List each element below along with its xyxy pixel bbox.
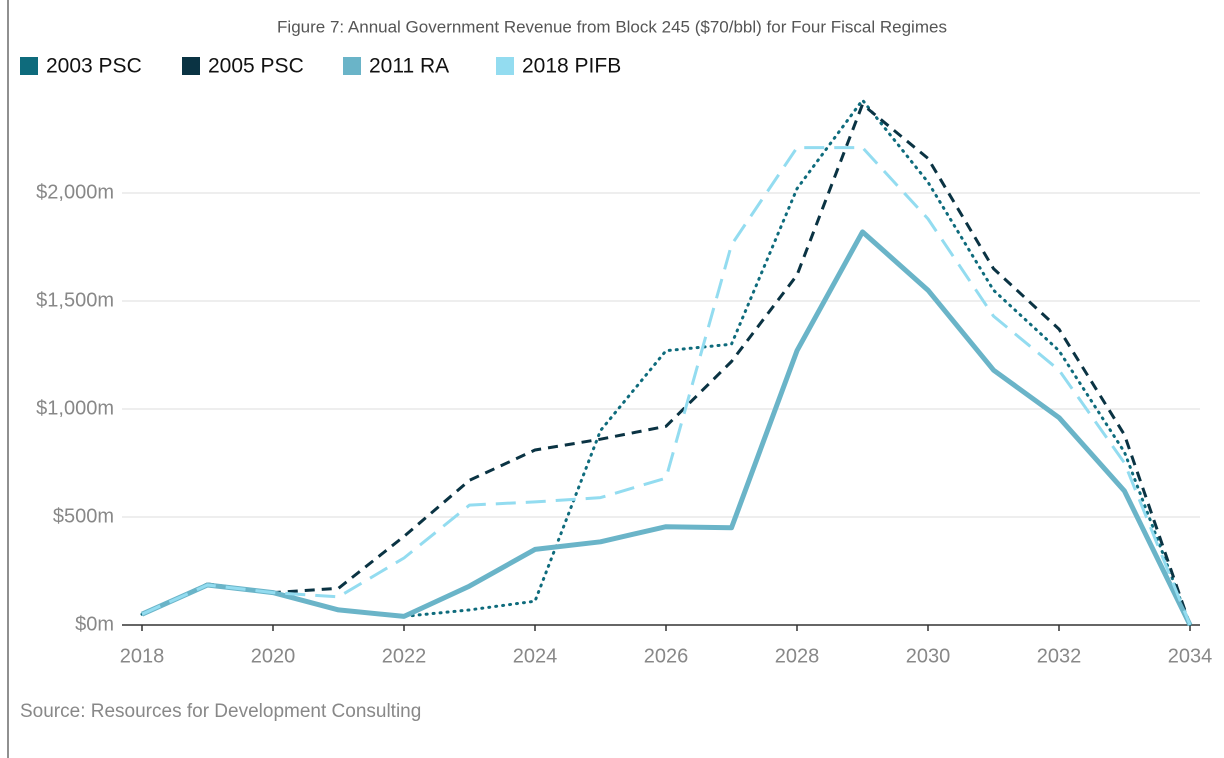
legend-swatch xyxy=(496,57,514,75)
legend-label: 2005 PSC xyxy=(208,55,304,78)
legend-label: 2003 PSC xyxy=(46,55,142,78)
legend-swatch xyxy=(182,57,200,75)
series-line xyxy=(141,146,1192,626)
series-line xyxy=(141,102,1192,626)
x-tick-label: 2032 xyxy=(1037,645,1082,667)
x-tick-label: 2034 xyxy=(1168,645,1213,667)
legend-label: 2011 RA xyxy=(369,55,449,78)
source-note: Source: Resources for Development Consul… xyxy=(20,701,421,722)
legend-swatch xyxy=(20,57,38,75)
chart-title: Figure 7: Annual Government Revenue from… xyxy=(277,17,947,36)
x-tick-label: 2022 xyxy=(382,645,427,667)
y-tick-label: $1,000m xyxy=(36,397,114,419)
legend-swatch xyxy=(343,57,361,75)
x-tick-label: 2018 xyxy=(120,645,165,667)
x-tick-label: 2028 xyxy=(775,645,820,667)
x-tick-label: 2020 xyxy=(251,645,296,667)
y-tick-label: $500m xyxy=(53,505,114,527)
x-tick-label: 2026 xyxy=(644,645,689,667)
y-tick-label: $2,000m xyxy=(36,181,114,203)
y-tick-label: $0m xyxy=(75,613,114,635)
x-tick-label: 2024 xyxy=(513,645,558,667)
legend-label: 2018 PIFB xyxy=(522,55,621,78)
x-tick-label: 2030 xyxy=(906,645,951,667)
series-line xyxy=(140,98,1192,627)
y-tick-label: $1,500m xyxy=(36,289,114,311)
series-line xyxy=(140,229,1193,627)
